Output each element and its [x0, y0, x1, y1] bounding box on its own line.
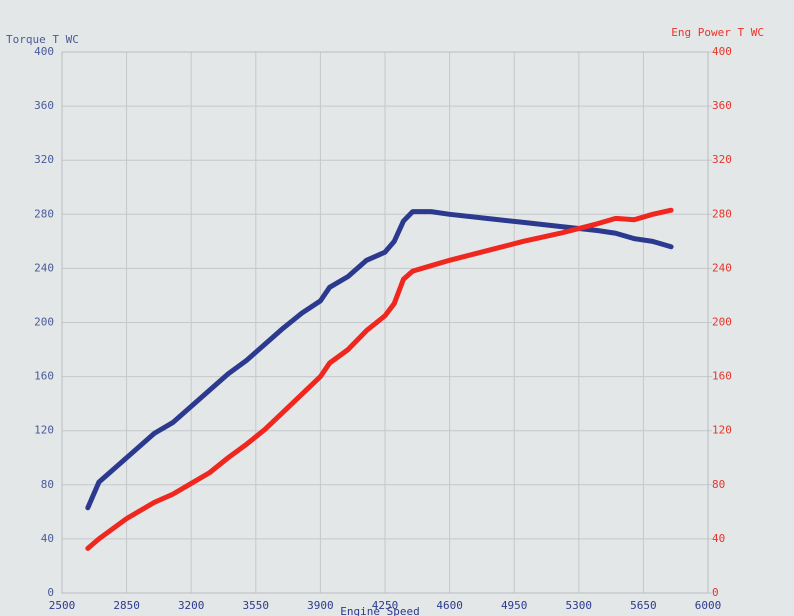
- y-tick-label: 160: [34, 370, 54, 383]
- y2-tick-label: 400: [712, 45, 732, 58]
- x-tick-label: 4250: [372, 599, 399, 612]
- y-tick-label: 360: [34, 99, 54, 112]
- x-tick-label: 3200: [178, 599, 205, 612]
- y-tick-label: 0: [47, 586, 54, 599]
- x-tick-label: 4950: [501, 599, 528, 612]
- y-tick-label: 120: [34, 424, 54, 437]
- y2-tick-label: 200: [712, 316, 732, 329]
- x-tick-label: 6000: [695, 599, 722, 612]
- y2-tick-label: 120: [712, 424, 732, 437]
- y-tick-label: 200: [34, 316, 54, 329]
- y2-tick-label: 320: [712, 153, 732, 166]
- y-tick-label: 240: [34, 261, 54, 274]
- y-tick-label: 320: [34, 153, 54, 166]
- y2-tick-label: 360: [712, 99, 732, 112]
- x-tick-label: 4600: [436, 599, 463, 612]
- series-line: [85, 209, 674, 511]
- plot-frame: [61, 51, 709, 594]
- y2-tick-label: 0: [712, 586, 719, 599]
- y2-tick-label: 280: [712, 207, 732, 220]
- y2-tick-label: 240: [712, 261, 732, 274]
- y2-tick-label: 80: [712, 478, 725, 491]
- x-tick-label: 3550: [243, 599, 270, 612]
- y2-tick-label: 160: [712, 370, 732, 383]
- y-tick-label: 40: [41, 532, 54, 545]
- y2-axis-title: Eng Power T WC: [671, 26, 764, 39]
- y-axis-title: Torque T WC: [6, 33, 79, 46]
- y-tick-label: 80: [41, 478, 54, 491]
- y-tick-label: 400: [34, 45, 54, 58]
- x-axis-title: Engine Speed: [340, 605, 419, 616]
- x-tick-label: 2850: [113, 599, 140, 612]
- x-tick-label: 2500: [49, 599, 76, 612]
- y-tick-label: 280: [34, 207, 54, 220]
- series-line: [85, 207, 674, 551]
- y2-tick-label: 40: [712, 532, 725, 545]
- x-tick-label: 5650: [630, 599, 657, 612]
- x-tick-label: 5300: [566, 599, 593, 612]
- x-tick-label: 3900: [307, 599, 334, 612]
